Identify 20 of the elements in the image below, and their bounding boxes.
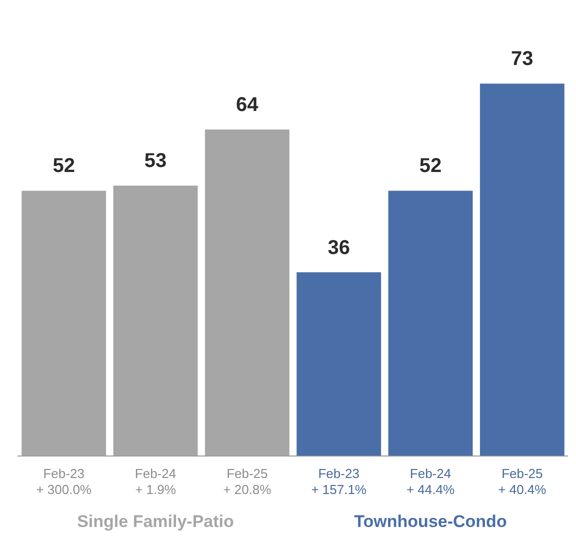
data-label: 73 xyxy=(511,48,534,70)
data-label: 52 xyxy=(52,155,75,178)
x-tick-label: Feb-24 + 1.9% xyxy=(134,466,176,497)
x-tick-label: Feb-23 + 300.0% xyxy=(36,466,92,497)
text: Townhouse-Condo xyxy=(354,512,507,531)
text: Single Family-Patio xyxy=(77,512,234,531)
x-tick-label: Feb-24 + 44.4% xyxy=(406,466,455,497)
x-tick-label: Feb-25 + 20.8% xyxy=(223,466,272,497)
bar xyxy=(204,130,290,456)
data-label: 64 xyxy=(236,94,260,116)
bar xyxy=(388,190,473,456)
data-label: 53 xyxy=(144,150,167,172)
bar xyxy=(113,186,198,456)
data-label: 52 xyxy=(419,155,442,178)
bar xyxy=(480,84,564,456)
bar xyxy=(22,190,106,456)
x-tick-label: Feb-25 + 40.4% xyxy=(498,466,547,497)
bar xyxy=(296,272,382,456)
x-tick-label: Feb-23 + 157.1% xyxy=(311,466,367,497)
data-label: 36 xyxy=(328,236,350,259)
